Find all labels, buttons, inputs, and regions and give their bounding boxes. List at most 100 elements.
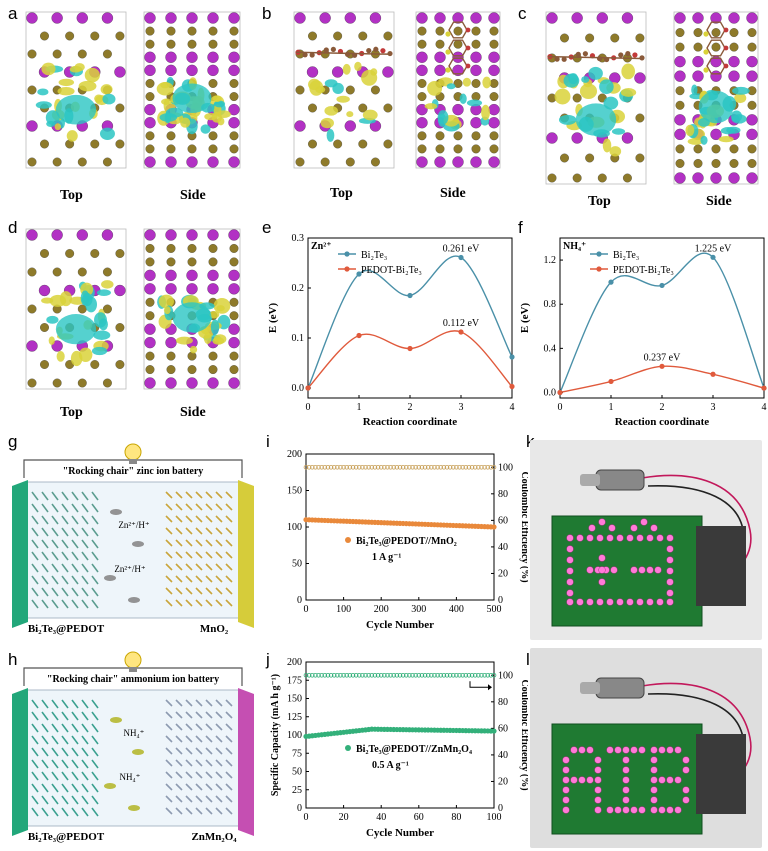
charge-lobe xyxy=(35,101,52,109)
panel-label-d: d xyxy=(8,218,18,237)
anode-lattice xyxy=(91,599,99,609)
charge-lobe-main xyxy=(172,302,212,333)
efficiency-point xyxy=(485,464,491,470)
atom-te xyxy=(144,12,156,24)
led xyxy=(650,756,658,764)
anode-lattice xyxy=(71,539,79,549)
atom-te xyxy=(228,323,240,335)
cathode-lattice xyxy=(195,587,203,595)
anode-lattice xyxy=(81,515,89,525)
led xyxy=(606,746,614,754)
cathode-lattice xyxy=(205,759,213,767)
atom-te xyxy=(331,66,344,78)
efficiency-point xyxy=(372,464,378,470)
atom-bi xyxy=(52,267,62,277)
atom-te xyxy=(144,269,156,282)
efficiency-point xyxy=(460,672,465,678)
efficiency-point xyxy=(444,672,450,678)
anode-lattice xyxy=(41,735,49,745)
charge-lobe xyxy=(581,76,590,83)
panel-label-c: c xyxy=(518,4,527,23)
atom-te xyxy=(728,12,740,24)
atom-bi xyxy=(145,79,155,88)
y-tick-label: 0.3 xyxy=(292,233,305,244)
atom-te xyxy=(674,128,686,141)
cathode-lattice xyxy=(165,563,173,571)
view-label-d-side: Side xyxy=(180,405,206,420)
atom-te xyxy=(692,12,704,24)
pedot-atom xyxy=(632,52,638,58)
cathode-lattice xyxy=(175,723,183,731)
charge-lobe xyxy=(189,345,198,354)
anode-lattice xyxy=(81,575,89,585)
charge-lobe xyxy=(320,117,334,129)
cathode-lattice xyxy=(195,551,203,559)
efficiency-point xyxy=(309,672,315,678)
efficiency-point xyxy=(438,464,444,470)
efficiency-point xyxy=(479,672,484,678)
atom-bi xyxy=(187,351,197,361)
led xyxy=(562,796,570,804)
anode-lattice xyxy=(41,563,49,573)
charge-lobe xyxy=(685,124,695,137)
atom-bi xyxy=(572,173,582,183)
atom-bi xyxy=(635,113,645,123)
legend-label: PEDOT-Bi₂Te₃ xyxy=(613,265,674,276)
atom-te xyxy=(571,132,583,144)
anode-lattice xyxy=(91,735,99,745)
cathode-lattice xyxy=(215,795,223,803)
data-point xyxy=(356,332,362,339)
atom-bi xyxy=(145,257,155,267)
atom-bi xyxy=(489,39,499,49)
charge-lobe xyxy=(159,113,178,122)
pedot-atom xyxy=(596,55,603,62)
efficiency-point xyxy=(316,672,321,678)
atom-bi xyxy=(635,153,645,163)
atom-te xyxy=(101,12,114,24)
anode-lattice xyxy=(41,783,49,793)
led xyxy=(658,746,666,754)
cathode-lattice xyxy=(215,771,223,779)
atom-bi xyxy=(166,144,176,154)
led xyxy=(622,746,630,754)
efficiency-point xyxy=(360,672,365,678)
charge-lobe xyxy=(609,146,622,157)
cathode-lattice xyxy=(195,599,203,607)
charge-lobe xyxy=(70,350,83,367)
efficiency-point xyxy=(485,672,491,678)
atom-bi xyxy=(77,157,87,167)
clip-jaw xyxy=(580,682,600,694)
ion-icon xyxy=(128,805,140,811)
atom-te xyxy=(434,12,446,24)
cathode-lattice xyxy=(195,771,203,779)
charge-lobe xyxy=(734,92,747,104)
efficiency-point xyxy=(422,464,428,470)
pedot-atom xyxy=(625,51,631,57)
capacity-point xyxy=(491,524,497,530)
anode-lattice xyxy=(41,527,49,537)
atom-te xyxy=(416,64,428,77)
atom-te xyxy=(228,283,240,295)
legend-label: Bi₂Te₃@PEDOT//ZnMn₂O₄ xyxy=(356,744,472,755)
anode-lattice xyxy=(91,575,99,585)
led xyxy=(586,534,594,542)
led xyxy=(606,598,614,606)
cathode-lattice xyxy=(185,575,193,583)
efficiency-point xyxy=(407,464,412,470)
charge-lobe xyxy=(599,79,614,95)
atom-bi xyxy=(40,360,49,369)
atom-te xyxy=(746,172,758,184)
charge-lobe xyxy=(481,104,491,121)
charge-lobe xyxy=(212,95,222,103)
cathode-lattice xyxy=(195,807,203,815)
ion-label: Zn²⁺ xyxy=(311,241,332,252)
efficiency-point xyxy=(447,672,453,678)
anode-lattice xyxy=(81,527,89,537)
data-point xyxy=(407,345,413,352)
anode-lattice xyxy=(71,759,79,769)
y-tick-label: 0 xyxy=(297,595,302,606)
efficiency-point xyxy=(341,464,346,470)
atom-bi xyxy=(358,103,368,113)
structure-b-top xyxy=(293,11,395,169)
cathode-lattice xyxy=(215,527,223,535)
